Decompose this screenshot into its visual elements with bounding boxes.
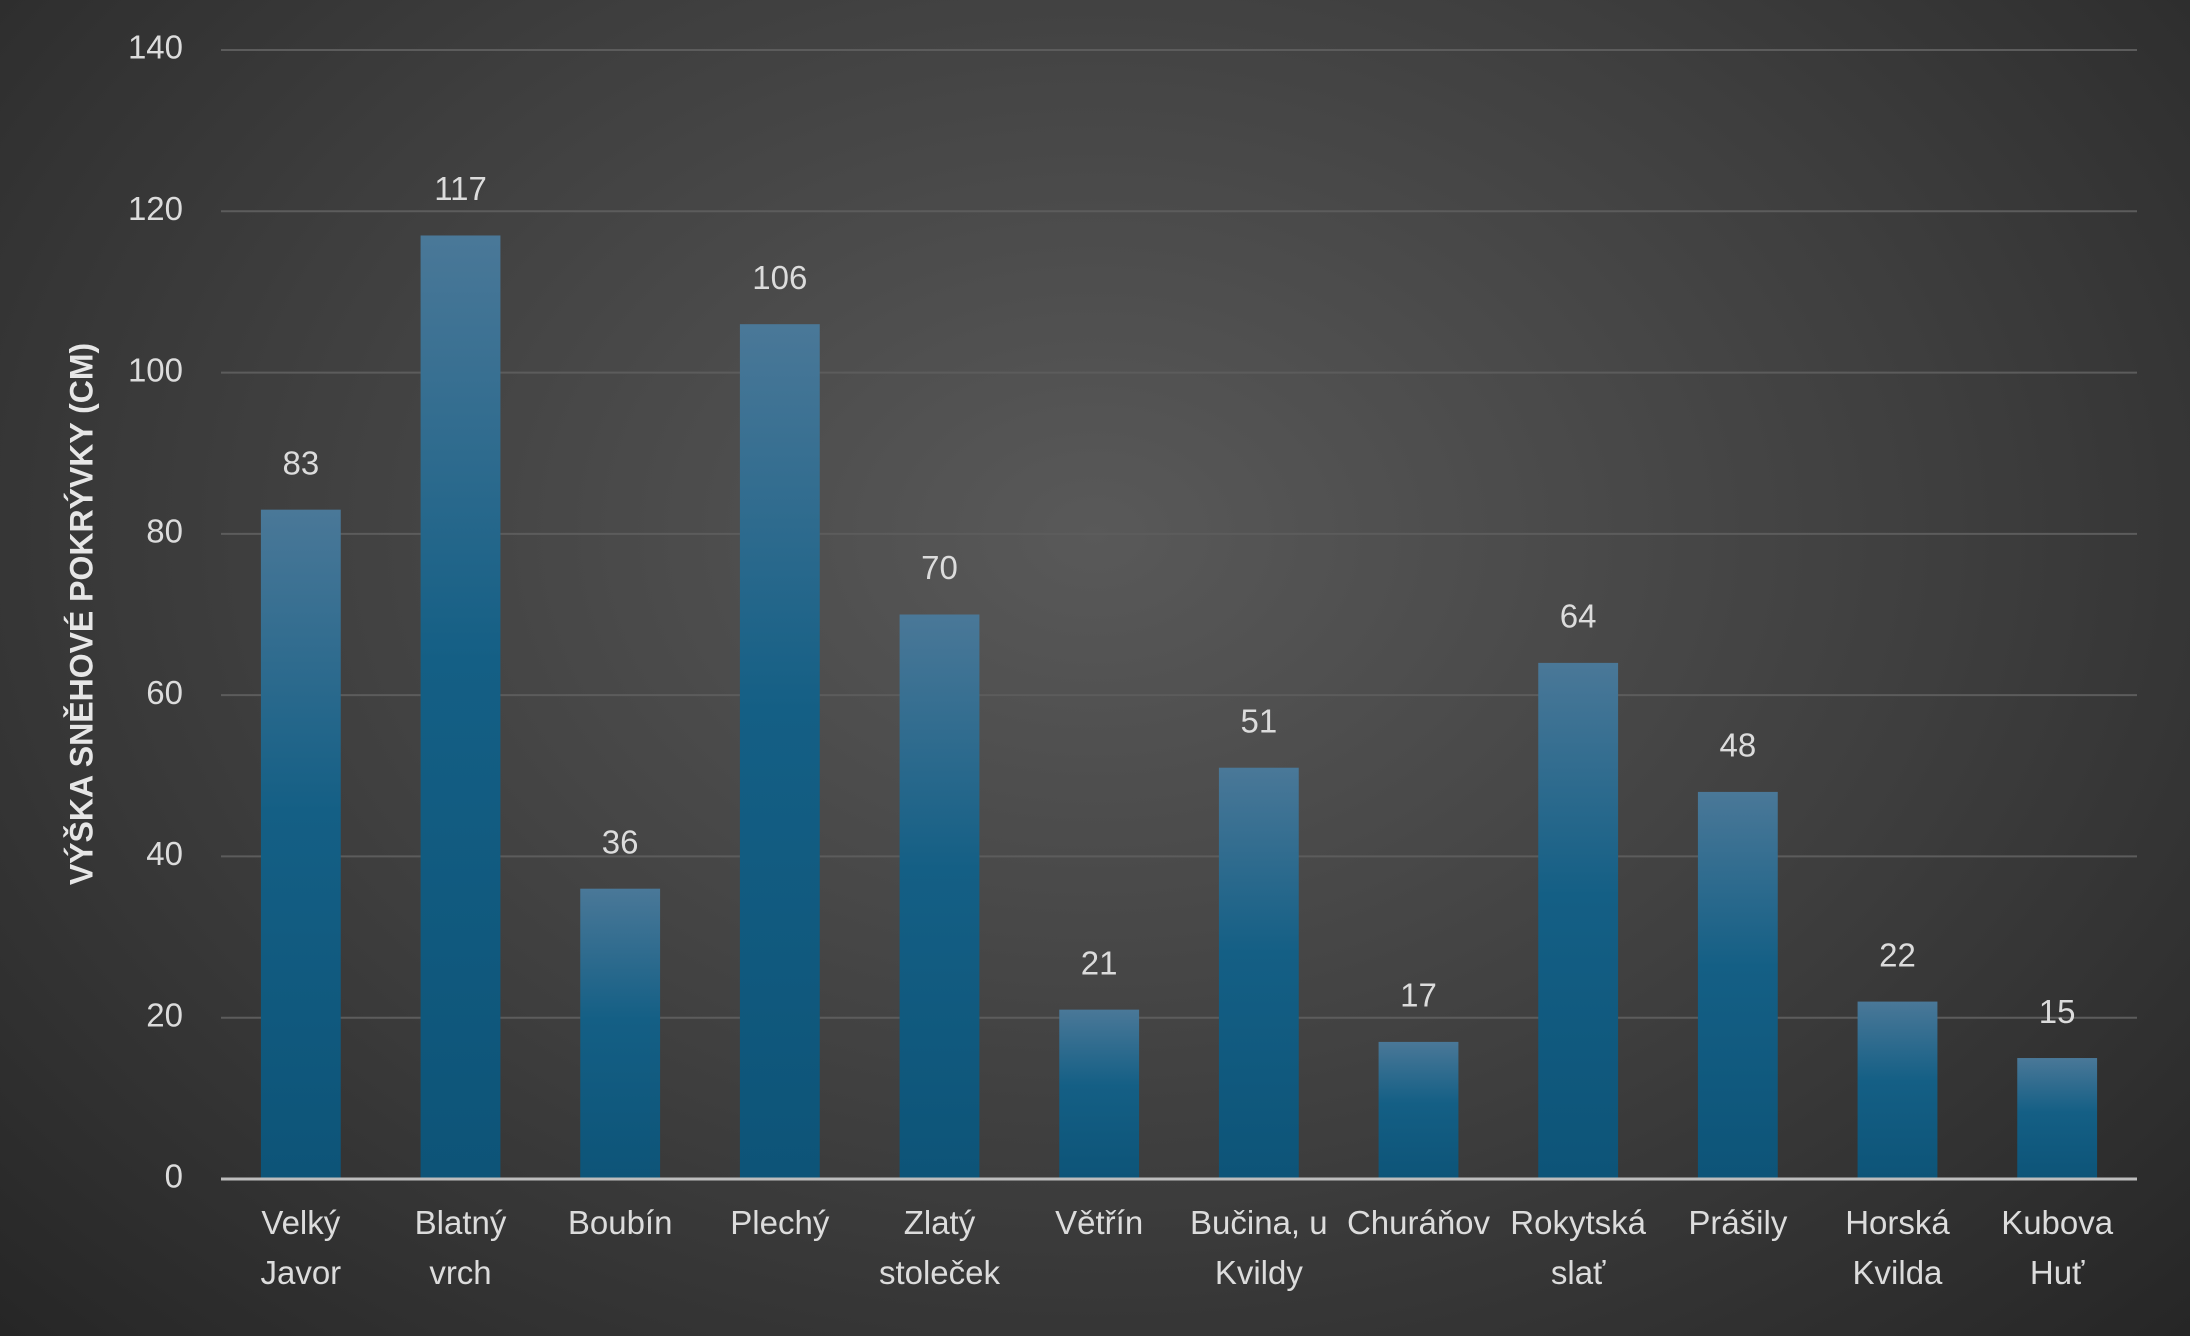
x-tick-label: Horská Kvilda	[1845, 1204, 1950, 1291]
y-tick-label: 120	[128, 190, 183, 227]
value-label: 22	[1879, 936, 1916, 973]
y-tick-label: 100	[128, 351, 183, 388]
x-tick-label: Velký Javor	[260, 1204, 342, 1291]
x-tick-label: Prášily	[1688, 1204, 1788, 1241]
bar	[739, 324, 820, 1180]
y-tick-label: 0	[165, 1158, 183, 1195]
bar	[2017, 1058, 2098, 1179]
y-tick-label: 40	[146, 835, 183, 872]
bar	[260, 509, 341, 1179]
x-tick-label: Zlatý stoleček	[878, 1204, 1001, 1291]
bar	[1059, 1009, 1140, 1179]
x-tick-label: Větřín	[1055, 1204, 1144, 1241]
value-label: 64	[1560, 598, 1597, 635]
bar	[899, 614, 980, 1179]
bar	[580, 888, 661, 1179]
value-label: 106	[752, 259, 807, 296]
y-tick-label: 60	[146, 674, 183, 711]
y-tick-label: 20	[146, 996, 183, 1033]
x-tick-label: Churáňov	[1346, 1204, 1491, 1241]
bar	[1538, 662, 1619, 1179]
bar	[1697, 791, 1778, 1179]
value-label: 36	[602, 823, 639, 860]
x-tick-label: Blatný vrch	[414, 1204, 507, 1291]
bar	[1857, 1001, 1938, 1179]
value-label: 51	[1240, 702, 1277, 739]
value-label: 17	[1400, 977, 1437, 1014]
x-tick-label: Rokytská slať	[1510, 1204, 1647, 1291]
value-label: 83	[282, 444, 319, 481]
value-label: 48	[1719, 727, 1756, 764]
x-tick-label: Kubova Huť	[2001, 1204, 2114, 1291]
x-tick-label: Plechý	[730, 1204, 830, 1241]
value-label: 15	[2039, 993, 2076, 1030]
y-tick-label: 140	[128, 29, 183, 66]
x-tick-label: Boubín	[567, 1204, 673, 1241]
value-label: 117	[434, 170, 487, 207]
value-label: 21	[1081, 944, 1118, 981]
bar	[420, 235, 501, 1179]
bar	[1378, 1041, 1459, 1179]
y-tick-label: 80	[146, 513, 183, 550]
x-tick-label: Bučina, u Kvildy	[1190, 1204, 1328, 1291]
bar	[1218, 767, 1299, 1179]
y-axis-title: VÝŠKA SNĚHOVÉ POKRÝVKY (CM)	[63, 343, 99, 885]
value-label: 70	[921, 549, 958, 586]
